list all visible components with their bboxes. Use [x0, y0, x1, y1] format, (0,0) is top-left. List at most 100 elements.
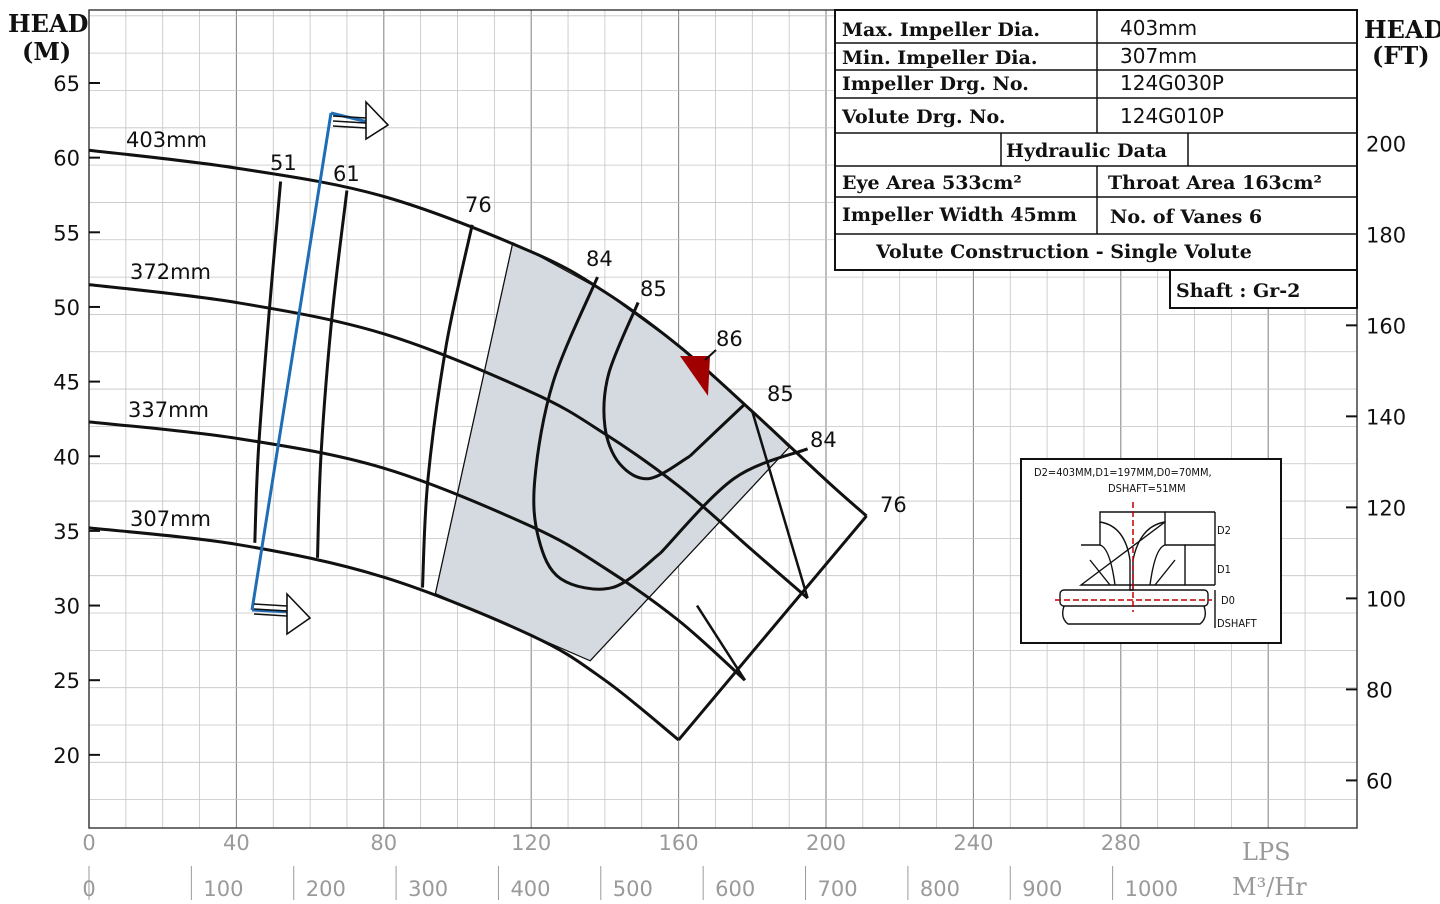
- inset-label-d1: D1: [1217, 563, 1231, 576]
- impeller-inset: D2=403MM,D1=197MM,D0=70MM, DSHAFT=51MM D…: [1020, 458, 1282, 644]
- x-tick-label-lps: 280: [1101, 831, 1141, 855]
- impeller-curve-372mm: [88, 283, 809, 600]
- right-axis-label-line2: (FT): [1372, 41, 1430, 70]
- arrow-bottom-icon: [253, 592, 312, 636]
- y-tick-label-m: 60: [53, 147, 80, 171]
- eff-label-61: 61: [333, 162, 360, 186]
- eff-label-51: 51: [270, 151, 297, 175]
- x-tick-label-lps: 240: [953, 831, 993, 855]
- spec-label-max-dia: Max. Impeller Dia.: [842, 19, 1040, 41]
- x-tick-label-lps: 40: [223, 831, 250, 855]
- eff-label-85: 85: [640, 277, 667, 301]
- efficiency-contour-85-4: [602, 301, 691, 481]
- x-tick-label-lps: 200: [806, 831, 846, 855]
- y-tick-label-m: 30: [53, 595, 80, 619]
- x-tick-label-lps: 80: [370, 831, 397, 855]
- x-axis-unit-m3hr: M³/Hr: [1232, 873, 1307, 901]
- eff-label-84: 84: [586, 247, 613, 271]
- x-tick-label-lps: 120: [511, 831, 551, 855]
- plot-frame: [88, 9, 1358, 829]
- eff-label-84-right: 84: [810, 428, 837, 452]
- inset-label-d0: D0: [1221, 594, 1235, 607]
- spec-vanes: No. of Vanes 6: [1110, 206, 1262, 228]
- boundary-line-left: [434, 242, 514, 594]
- spec-label-min-dia: Min. Impeller Dia.: [842, 47, 1037, 69]
- x-tick-label-m3hr: 600: [715, 877, 755, 901]
- spec-value-min-dia: 307mm: [1120, 44, 1197, 68]
- impeller-curve-337mm: [88, 420, 746, 682]
- arrow-indicator: [250, 100, 390, 636]
- eff-label-76-right: 76: [880, 493, 907, 517]
- x-tick-label-m3hr: 400: [510, 877, 550, 901]
- curve-label-337: 337mm: [128, 398, 209, 422]
- y-tick-label-ft: 160: [1366, 314, 1406, 338]
- eff-label-76: 76: [465, 193, 492, 217]
- spec-shaft: Shaft : Gr-2: [1176, 280, 1300, 302]
- y-tick-label-m: 40: [53, 445, 80, 469]
- left-axis-label-line1: HEAD: [8, 9, 88, 38]
- spec-hydraulic-header: Hydraulic Data: [1006, 140, 1167, 162]
- efficiency-contour-85-5: [688, 402, 746, 458]
- efficiency-contour-76-2: [421, 224, 474, 588]
- y-tick-label-m: 35: [53, 520, 80, 544]
- y-tick-label-ft: 200: [1366, 132, 1406, 156]
- y-tick-label-ft: 100: [1366, 587, 1406, 611]
- x-tick-label-m3hr: 800: [920, 877, 960, 901]
- spec-value-impeller-drg: 124G030P: [1120, 71, 1224, 95]
- y-tick-label-m: 55: [53, 221, 80, 245]
- inset-dim-text-2: DSHAFT=51MM: [1108, 482, 1186, 495]
- arrow-top-icon: [332, 100, 390, 141]
- x-tick-label-lps: 0: [82, 831, 95, 855]
- x-tick-label-m3hr: 700: [818, 877, 858, 901]
- y-tick-label-ft: 180: [1366, 223, 1406, 247]
- efficiency-contour-84-end: [751, 411, 809, 599]
- boundary-line-right: [589, 446, 790, 662]
- spec-table: Max. Impeller Dia. 403mm Min. Impeller D…: [834, 9, 1358, 309]
- curve-label-403: 403mm: [126, 128, 207, 152]
- y-tick-label-ft: 60: [1366, 769, 1393, 793]
- y-tick-label-m: 25: [53, 669, 80, 693]
- x-tick-label-m3hr: 100: [203, 877, 243, 901]
- y-tick-label-ft: 120: [1366, 496, 1406, 520]
- x-tick-label-m3hr: 300: [408, 877, 448, 901]
- bep-marker-leader: [704, 349, 717, 361]
- x-tick-label-m3hr: 0: [82, 877, 95, 901]
- x-tick-label-m3hr: 1000: [1125, 877, 1178, 901]
- efficiency-contour-51-0: [253, 181, 283, 543]
- eff-label-86: 86: [716, 327, 743, 351]
- impeller-curve-307mm: [88, 526, 680, 742]
- eff-label-85-right: 85: [767, 382, 794, 406]
- efficiency-contours: [253, 181, 809, 681]
- impeller-curve-403mm: [88, 148, 868, 518]
- efficiency-contour-84-6: [659, 447, 809, 555]
- inset-label-dshaft: DSHAFT: [1217, 617, 1258, 630]
- curve-label-372: 372mm: [130, 260, 211, 284]
- inset-dim-text-1: D2=403MM,D1=197MM,D0=70MM,: [1034, 466, 1212, 479]
- bep-marker-icon: [680, 356, 710, 396]
- axis-ticks: 20 25 30 35 40 45 50 55 60 65 60 80 100 120 140 160 180 2…: [53, 72, 1406, 901]
- x-axis-unit-lps: LPS: [1242, 838, 1291, 866]
- efficiency-contour-76-end: [695, 604, 746, 681]
- y-tick-label-m: 50: [53, 296, 80, 320]
- y-tick-label-m: 45: [53, 371, 80, 395]
- spec-impeller-width: Impeller Width 45mm: [842, 204, 1077, 226]
- x-tick-label-m3hr: 500: [613, 877, 653, 901]
- left-axis-label-line2: (M): [22, 37, 71, 66]
- impeller-curves: [88, 148, 868, 742]
- x-tick-label-m3hr: 200: [306, 877, 346, 901]
- spec-value-max-dia: 403mm: [1120, 16, 1197, 40]
- curve-label-307: 307mm: [130, 507, 211, 531]
- y-tick-label-ft: 80: [1366, 678, 1393, 702]
- spec-volute: Volute Construction - Single Volute: [875, 241, 1252, 263]
- inset-label-d2: D2: [1217, 524, 1231, 537]
- x-tick-label-m3hr: 900: [1022, 877, 1062, 901]
- spec-value-volute-drg: 124G010P: [1120, 104, 1224, 128]
- y-tick-label-ft: 140: [1366, 405, 1406, 429]
- spec-label-impeller-drg: Impeller Drg. No.: [842, 73, 1029, 95]
- x-tick-label-lps: 160: [659, 831, 699, 855]
- y-tick-label-m: 20: [53, 744, 80, 768]
- right-axis-label-line1: HEAD: [1364, 15, 1440, 44]
- spec-eye-area: Eye Area 533cm²: [842, 172, 1022, 194]
- spec-throat-area: Throat Area 163cm²: [1108, 172, 1322, 194]
